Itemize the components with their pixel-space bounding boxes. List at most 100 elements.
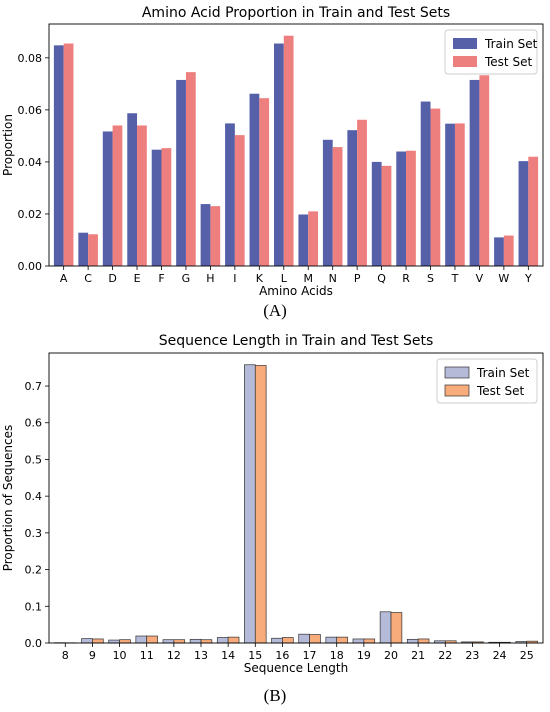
bar-train (396, 151, 407, 266)
bar-train (379, 611, 392, 644)
bar-train (518, 161, 529, 266)
bar-test (283, 35, 294, 266)
legend-label-train: Train Set (476, 366, 530, 380)
y-tick-label: 0.3 (25, 527, 43, 540)
bar-test (234, 135, 245, 266)
bar-test (336, 636, 348, 644)
y-tick-label: 0.4 (25, 490, 43, 503)
chart-title: Sequence Length in Train and Test Sets (159, 333, 434, 349)
x-tick-label: W (498, 272, 509, 285)
y-tick-label: 0.08 (18, 52, 43, 65)
bar-train (406, 638, 419, 644)
bar-test (357, 119, 367, 266)
plot-frame (48, 352, 544, 644)
x-tick-label: P (354, 272, 361, 285)
bar-train (225, 123, 235, 266)
bar-test (503, 235, 514, 266)
x-tick-label: Y (524, 272, 532, 285)
bar-train (347, 130, 358, 266)
bar-test (332, 147, 343, 266)
bar-train (352, 638, 365, 644)
bar-test (479, 75, 490, 267)
y-tick-label: 0.5 (25, 453, 43, 466)
x-tick-label: T (451, 272, 459, 285)
bar-test (88, 234, 98, 266)
bar-test (119, 639, 131, 644)
x-tick-label: 18 (330, 649, 344, 662)
legend-label-test: Test Set (476, 384, 524, 398)
legend-swatch-test (444, 384, 470, 397)
x-tick-label: 16 (275, 649, 289, 662)
bar-test (146, 635, 158, 644)
x-tick-label: 13 (194, 649, 208, 662)
bar-test (161, 148, 172, 266)
caption-a: (A) (263, 301, 287, 320)
bar-test (63, 43, 74, 266)
bar-test (308, 211, 319, 266)
x-tick-label: 14 (221, 649, 235, 662)
y-tick-label: 0.04 (18, 156, 43, 169)
x-tick-label: 21 (411, 649, 425, 662)
bar-train (325, 636, 338, 644)
bar-test (390, 612, 403, 644)
amino-acid-chart: Amino Acid Proportion in Train and Test … (1, 5, 544, 298)
legend-swatch-train (453, 38, 477, 49)
bar-test (210, 206, 221, 266)
caption-b: (B) (263, 686, 287, 705)
plot-frame (48, 23, 544, 267)
x-tick-label: 24 (493, 649, 507, 662)
x-tick-label: S (427, 272, 434, 285)
bar-train (53, 45, 64, 267)
y-tick-label: 0.2 (25, 564, 43, 577)
bar-test (309, 634, 321, 644)
x-tick-label: I (233, 272, 236, 285)
bar-train (135, 635, 148, 644)
x-tick-label: 11 (140, 649, 154, 662)
x-axis-label: Amino Acids (259, 284, 333, 298)
bar-test (254, 365, 267, 644)
bar-train (469, 79, 480, 267)
y-tick-label: 0.6 (25, 417, 43, 430)
bar-train (216, 637, 229, 644)
sequence-length-chart: Sequence Length in Train and Test Sets 0.… (1, 333, 544, 675)
bar-train (494, 237, 504, 266)
y-axis-label: Proportion of Sequences (1, 425, 15, 572)
x-tick-label: L (281, 272, 288, 285)
chart-title: Amino Acid Proportion in Train and Test … (142, 5, 450, 21)
bar-test (381, 165, 392, 266)
bar-train (102, 131, 113, 266)
x-tick-label: A (60, 272, 68, 285)
legend-swatch-test (453, 56, 477, 67)
y-tick-label: 0.06 (18, 104, 43, 117)
bar-test (137, 125, 147, 266)
bar-test (92, 638, 104, 644)
x-tick-label: D (108, 272, 116, 285)
bar-train (244, 364, 256, 644)
bar-train (298, 214, 309, 266)
x-tick-label: 10 (113, 649, 127, 662)
legend-swatch-train (444, 366, 470, 379)
bar-train (445, 123, 455, 266)
y-tick-label: 0.02 (18, 208, 43, 221)
bar-test (173, 639, 186, 644)
bar-train (151, 149, 162, 266)
bar-test (185, 72, 196, 266)
bar-train (127, 113, 138, 267)
bar-train (322, 139, 333, 266)
bar-test (282, 637, 294, 644)
bar-test (454, 123, 465, 266)
x-tick-label: 12 (167, 649, 181, 662)
x-tick-label: 22 (438, 649, 452, 662)
x-tick-label: K (256, 272, 264, 285)
bar-test (406, 150, 416, 266)
bar-train (200, 204, 211, 266)
bar-test (417, 638, 430, 644)
bar-train (78, 232, 89, 266)
y-tick-label: 0.1 (25, 600, 43, 613)
x-tick-label: H (206, 272, 214, 285)
x-tick-label: G (182, 272, 191, 285)
bar-train (271, 637, 283, 644)
x-tick-label: R (402, 272, 410, 285)
bar-test (528, 156, 539, 266)
bar-train (81, 638, 93, 644)
